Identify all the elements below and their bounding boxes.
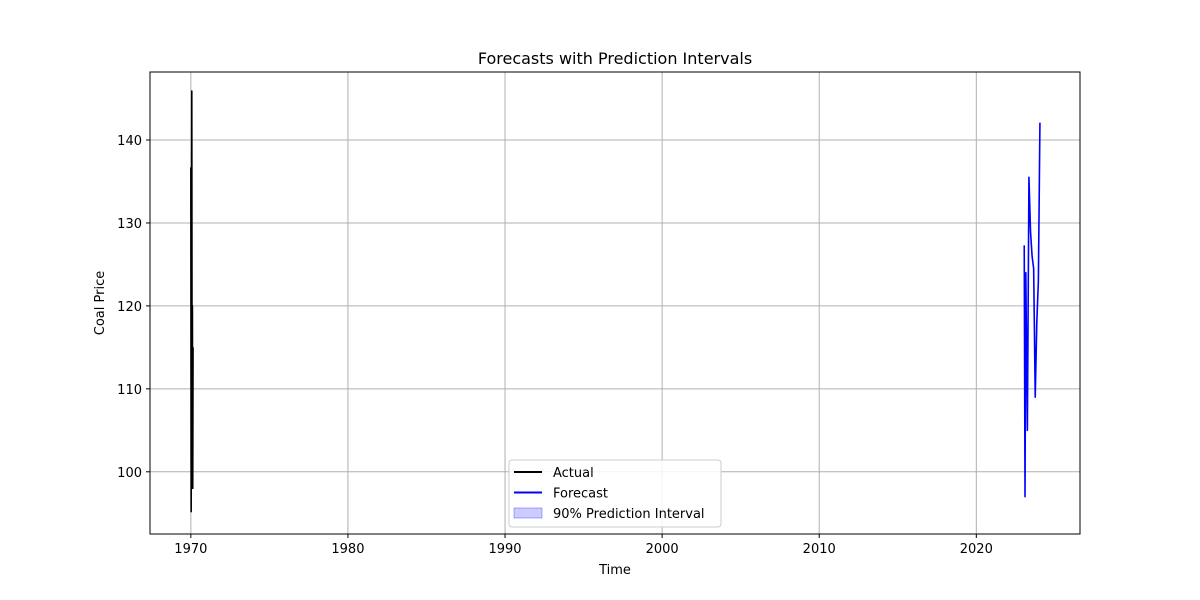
series-layer [190, 90, 1041, 513]
grid [150, 72, 1080, 534]
x-tick-label: 2020 [960, 542, 993, 557]
ticks: 1970 1980 1990 2000 2010 2020 100 110 120 130 140 [117, 134, 993, 557]
x-tick-label: 1990 [488, 542, 521, 557]
legend-swatch [513, 507, 543, 519]
x-tick-label: 2000 [646, 542, 679, 557]
chart-title: Forecasts with Prediction Intervals [478, 49, 752, 68]
y-tick-label: 120 [117, 300, 142, 315]
y-tick-label: 130 [117, 217, 142, 232]
legend: Actual Forecast 90% Prediction Interval [508, 459, 722, 528]
series-line-actual [190, 90, 194, 513]
x-tick-label: 1970 [174, 542, 207, 557]
y-tick-label: 110 [117, 383, 142, 398]
y-tick-label: 100 [117, 466, 142, 481]
legend-box [508, 459, 722, 528]
series-line-forecast [1023, 122, 1041, 498]
x-tick-label: 1980 [331, 542, 364, 557]
y-axis-title: Coal Price [93, 271, 108, 335]
legend-label: Actual [553, 466, 594, 481]
plot-frame [149, 71, 1081, 535]
legend-label: Forecast [553, 487, 608, 502]
x-axis-title: Time [598, 563, 631, 578]
x-tick-label: 2010 [803, 542, 836, 557]
y-tick-label: 140 [117, 134, 142, 149]
legend-label: 90% Prediction Interval [553, 507, 705, 522]
